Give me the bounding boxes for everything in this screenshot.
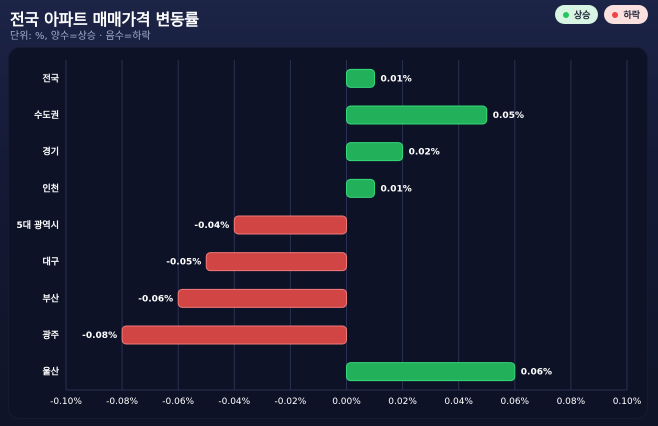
bar (346, 68, 376, 88)
category-label: 광주 (42, 329, 59, 341)
bar-chart: -0.10% -0.08% -0.06% -0.04% -0.02% 0.00% 0.02%… (16, 60, 642, 407)
x-tick-label: 0.04% (444, 397, 473, 407)
x-tick-label: -0.10% (50, 397, 82, 407)
bar (205, 252, 347, 272)
legend-down-label: 하락 (623, 11, 640, 21)
bar (346, 362, 516, 382)
legend-item-down[interactable]: 하락 (604, 5, 648, 24)
category-label: 수도권 (34, 109, 59, 121)
page-title: 전국 아파트 매매가격 변동률 (10, 10, 199, 29)
category-label: 5대 광역시 (16, 219, 59, 231)
down-dot-icon (612, 11, 619, 18)
bar-value-label: 0.02% (409, 148, 440, 158)
category-label: 경기 (42, 146, 59, 158)
category-label: 울산 (42, 366, 59, 378)
category-label: 전국 (42, 72, 59, 84)
bar-value-label: 0.01% (381, 74, 412, 84)
chart-legend: 상승 하락 (554, 5, 648, 24)
x-tick-label: -0.06% (162, 397, 194, 407)
page-subtitle: 단위: %, 양수=상승 · 음수=하락 (10, 31, 151, 42)
x-tick-label: 0.10% (613, 397, 642, 407)
bar-value-label: -0.05% (166, 258, 201, 268)
x-tick-label: 0.02% (388, 397, 417, 407)
x-tick-label: 0.00% (332, 397, 361, 407)
bar (233, 215, 347, 235)
bar (121, 325, 347, 345)
bar-value-label: 0.05% (493, 111, 524, 121)
legend-item-up[interactable]: 상승 (554, 5, 599, 24)
bar-value-label: -0.08% (82, 331, 117, 341)
category-label: 인천 (42, 183, 59, 194)
bar-value-label: -0.06% (138, 294, 173, 304)
x-tick-label: 0.06% (501, 397, 530, 407)
bar-value-label: 0.06% (521, 368, 552, 378)
bar (346, 142, 404, 162)
x-tick-label: -0.02% (274, 397, 306, 407)
chart-panel: -0.10% -0.08% -0.06% -0.04% -0.02% 0.00% 0.02%… (8, 47, 648, 419)
bar-value-label: -0.04% (194, 221, 229, 231)
x-tick-label: -0.04% (218, 397, 250, 407)
x-tick-label: 0.08% (557, 397, 586, 407)
bar-value-label: 0.01% (381, 184, 412, 194)
category-label: 부산 (42, 292, 59, 304)
legend-up-label: 상승 (573, 11, 591, 21)
x-tick-label: -0.08% (106, 397, 138, 407)
category-label: 대구 (42, 256, 59, 268)
bar (346, 178, 376, 198)
bar (177, 288, 347, 308)
bar (346, 105, 488, 125)
up-dot-icon (562, 11, 569, 18)
